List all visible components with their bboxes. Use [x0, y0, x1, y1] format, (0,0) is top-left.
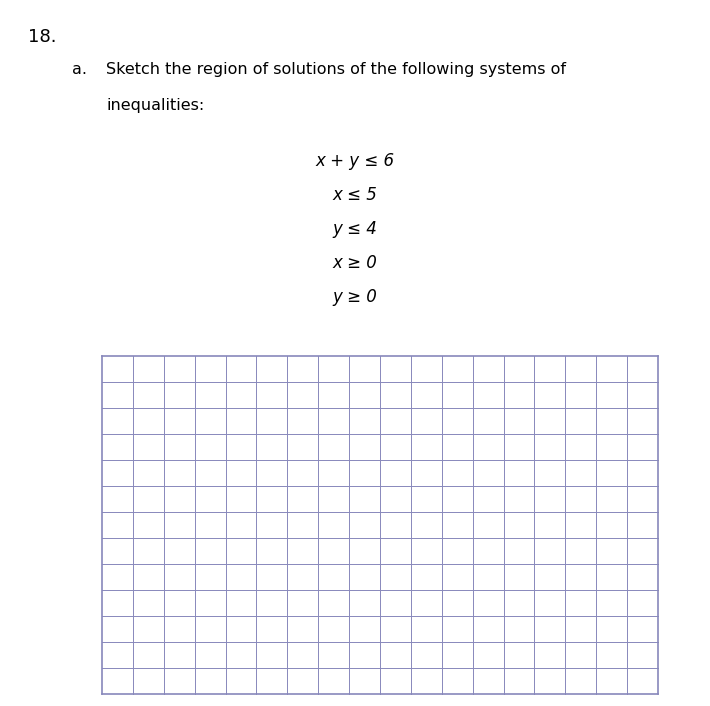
Text: inequalities:: inequalities:: [106, 98, 204, 113]
Text: x + y ≤ 6: x + y ≤ 6: [315, 152, 395, 170]
Text: y ≥ 0: y ≥ 0: [332, 288, 378, 306]
Bar: [102, 356, 658, 694]
Text: x ≥ 0: x ≥ 0: [332, 254, 378, 272]
Text: y ≤ 4: y ≤ 4: [332, 220, 378, 238]
Text: 18.: 18.: [28, 28, 57, 46]
Text: a.: a.: [72, 62, 87, 77]
Text: x ≤ 5: x ≤ 5: [332, 186, 378, 204]
Text: Sketch the region of solutions of the following systems of: Sketch the region of solutions of the fo…: [106, 62, 566, 77]
